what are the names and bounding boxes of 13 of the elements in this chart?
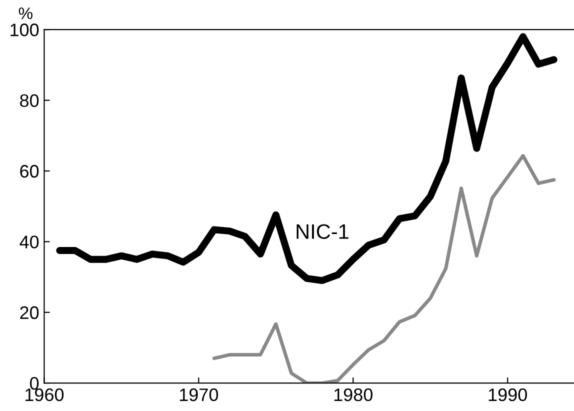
series-label: NIC-1 [296, 224, 348, 239]
x-tick-label: 1990 [488, 388, 527, 402]
y-tick-label: 40 [20, 236, 39, 248]
y-axis-title: % [18, 8, 32, 20]
y-tick-label: 80 [20, 94, 39, 108]
x-tick-label: 1980 [334, 388, 372, 402]
y-tick-label: 0 [30, 376, 39, 390]
y-tick-label: 20 [20, 306, 39, 320]
x-tick-label: 1960 [25, 388, 64, 402]
x-tick-label: 1970 [180, 388, 218, 402]
y-tick-label: 60 [20, 164, 39, 178]
line-series [212, 154, 556, 384]
y-tick-label: 100 [10, 24, 39, 36]
